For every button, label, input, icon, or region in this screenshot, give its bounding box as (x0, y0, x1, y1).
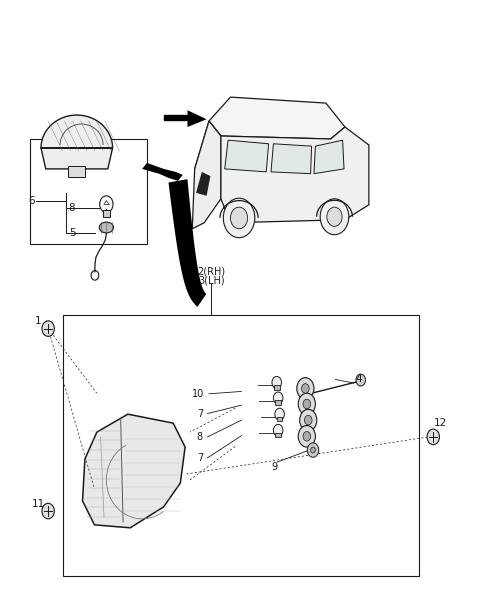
Text: 8: 8 (69, 203, 75, 213)
Text: 6: 6 (28, 195, 35, 206)
Circle shape (427, 429, 440, 445)
Circle shape (311, 447, 315, 453)
Circle shape (327, 207, 342, 227)
Circle shape (274, 424, 283, 436)
Circle shape (300, 409, 317, 431)
Text: 7: 7 (197, 409, 203, 418)
Bar (30, 139, 147, 243)
Circle shape (274, 392, 283, 404)
Bar (277, 416, 282, 421)
Circle shape (304, 415, 312, 425)
Circle shape (297, 377, 314, 399)
Polygon shape (142, 163, 183, 181)
Polygon shape (225, 140, 269, 172)
Text: 8: 8 (197, 432, 203, 442)
Polygon shape (195, 121, 221, 175)
Polygon shape (168, 179, 206, 307)
Polygon shape (221, 127, 369, 223)
Circle shape (100, 196, 113, 213)
Text: 7: 7 (197, 453, 203, 463)
Polygon shape (271, 144, 312, 174)
Text: 11: 11 (32, 499, 45, 509)
Circle shape (42, 321, 54, 337)
Circle shape (320, 199, 349, 235)
Bar (274, 385, 280, 389)
Text: 12: 12 (434, 418, 447, 428)
Circle shape (230, 207, 248, 229)
Circle shape (303, 399, 311, 409)
Circle shape (298, 426, 315, 447)
Bar (103, 210, 110, 217)
Text: 3(LH): 3(LH) (198, 276, 225, 285)
Polygon shape (41, 115, 113, 169)
Circle shape (272, 376, 281, 388)
Bar (63, 316, 419, 576)
Bar (276, 433, 281, 438)
Circle shape (223, 198, 255, 237)
Polygon shape (188, 110, 206, 127)
Circle shape (301, 383, 309, 393)
Text: 1: 1 (36, 317, 42, 326)
Polygon shape (83, 414, 185, 528)
Circle shape (298, 393, 315, 415)
Text: 5: 5 (69, 228, 75, 238)
Text: 2(RH): 2(RH) (197, 267, 226, 277)
Text: 10: 10 (192, 389, 204, 399)
Circle shape (307, 443, 319, 457)
Ellipse shape (99, 222, 114, 233)
Bar (68, 166, 85, 177)
Text: 9: 9 (271, 462, 277, 472)
Bar (276, 400, 281, 405)
Text: 4: 4 (355, 374, 361, 385)
Polygon shape (196, 172, 210, 196)
Polygon shape (164, 115, 187, 120)
Circle shape (275, 408, 284, 420)
Circle shape (303, 432, 311, 441)
Polygon shape (209, 97, 345, 139)
Circle shape (356, 374, 365, 386)
Polygon shape (314, 140, 344, 174)
Polygon shape (192, 121, 221, 229)
Circle shape (42, 503, 54, 519)
